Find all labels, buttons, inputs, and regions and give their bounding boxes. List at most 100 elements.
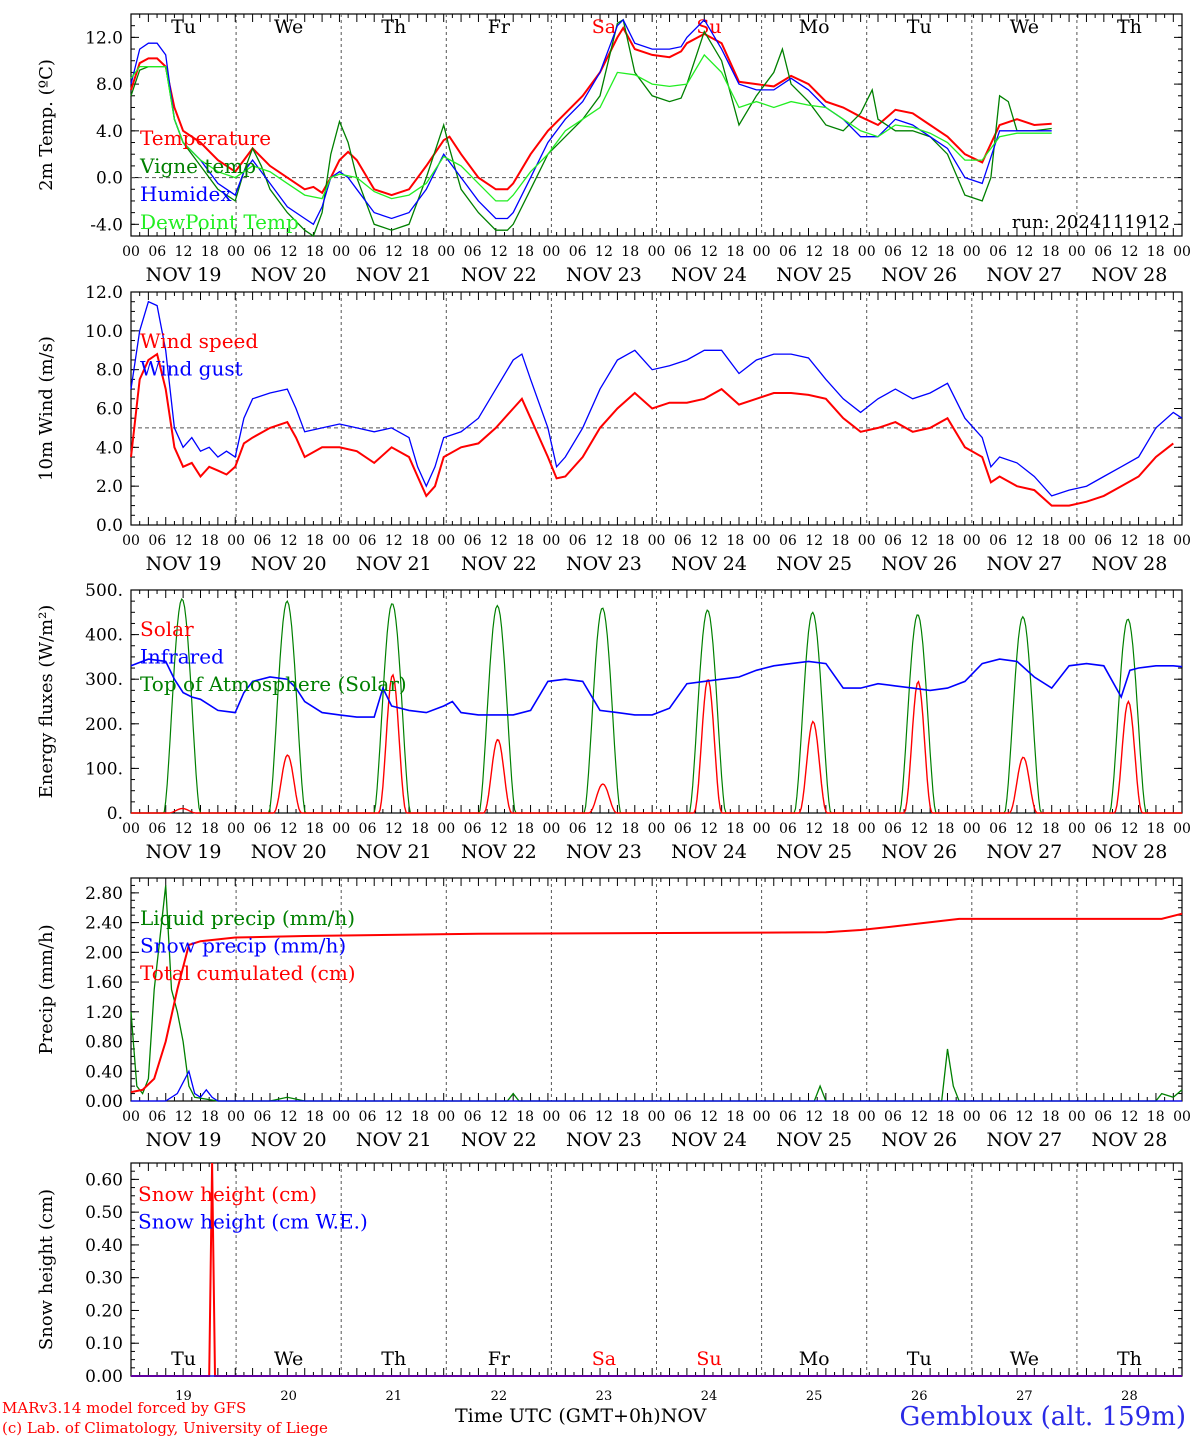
- x-hour-label: 06: [253, 244, 271, 260]
- x-hour-label: 18: [1042, 244, 1060, 260]
- x-day-label: NOV 25: [776, 264, 852, 286]
- y-tick-label: 0.00: [85, 1092, 123, 1112]
- x-day-label: NOV 20: [251, 841, 327, 863]
- x-hour-label: 18: [306, 1109, 324, 1125]
- x-day-label: NOV 22: [461, 264, 537, 286]
- x-hour-label: 18: [937, 533, 955, 549]
- x-hour-label: 12: [385, 244, 403, 260]
- y-tick-label: 0.60: [85, 1170, 123, 1190]
- y-axis-label: Energy fluxes (W/m²): [36, 605, 57, 799]
- x-hour-label: 18: [621, 244, 639, 260]
- x-hour-label: 12: [700, 533, 718, 549]
- legend-entry: Solar: [140, 617, 194, 641]
- y-tick-label: 0.: [107, 804, 123, 824]
- y-tick-label: 12.0: [85, 283, 123, 303]
- series-line-solar: [131, 673, 1182, 814]
- series-line-infrared: [130, 658, 1183, 718]
- x-hour-label: 12: [910, 244, 928, 260]
- x-day-label: NOV 25: [776, 1129, 852, 1151]
- x-hour-label: 12: [1015, 821, 1033, 837]
- x-hour-label: 06: [674, 821, 692, 837]
- x-hour-label: 00: [332, 244, 350, 260]
- x-hour-label: 06: [569, 244, 587, 260]
- weekday-label: Th: [1117, 1348, 1142, 1370]
- y-tick-label: 300.: [85, 670, 123, 690]
- x-hour-label: 06: [1094, 1109, 1112, 1125]
- x-hour-label: 12: [175, 1109, 193, 1125]
- x-hour-label: 00: [648, 244, 666, 260]
- x-axis-title-text: Time UTC (GMT+0h): [455, 1405, 661, 1427]
- x-hour-label: 06: [569, 821, 587, 837]
- x-day-number: 25: [806, 1389, 823, 1404]
- x-hour-label: 18: [937, 244, 955, 260]
- x-hour-label: 12: [595, 821, 613, 837]
- x-hour-label: 18: [726, 244, 744, 260]
- x-day-label: NOV 19: [146, 553, 222, 575]
- x-day-number: 21: [385, 1389, 402, 1404]
- x-hour-label: 06: [464, 244, 482, 260]
- x-hour-label: 06: [884, 244, 902, 260]
- x-hour-label: 00: [437, 244, 455, 260]
- legend-entry: Snow height (cm W.E.): [138, 1210, 368, 1234]
- x-hour-label: 00: [858, 244, 876, 260]
- y-tick-label: 1.20: [85, 1003, 123, 1023]
- x-hour-label: 12: [910, 533, 928, 549]
- plot-frame: [130, 589, 1183, 814]
- x-hour-label: 18: [832, 1109, 850, 1125]
- run-label: run: 2024111912: [1012, 212, 1170, 233]
- panel-precip: 0.00 0.40 0.80 1.20 1.60 2.00 2.40 2.80 Precip (…: [36, 877, 1191, 1151]
- x-hour-label: 06: [359, 1109, 377, 1125]
- legend-entry: Total cumulated (cm): [140, 961, 356, 985]
- x-day-label: NOV 19: [146, 841, 222, 863]
- x-hour-label: 18: [832, 533, 850, 549]
- y-tick-label: 400.: [85, 626, 123, 646]
- weekday-label: Tu: [171, 1348, 196, 1370]
- series-line-wind-speed: [130, 352, 1174, 507]
- x-day-label: NOV 24: [671, 1129, 747, 1151]
- y-tick-label: 0.30: [85, 1269, 123, 1289]
- x-hour-label: 18: [1042, 533, 1060, 549]
- x-hour-label: 18: [1147, 1109, 1165, 1125]
- series-line-wind-gust: [130, 300, 1183, 497]
- x-hour-label: 06: [148, 1109, 166, 1125]
- weekday-label: Mo: [799, 16, 830, 38]
- x-day-label: NOV 27: [986, 841, 1062, 863]
- x-day-label: NOV 21: [356, 553, 432, 575]
- y-tick-label: 0.40: [85, 1236, 123, 1256]
- legend-entry: Vigne temp: [139, 154, 256, 178]
- x-hour-label: 00: [963, 821, 981, 837]
- series-line-liquid-precip-mm-h-: [130, 885, 1183, 1102]
- x-hour-label: 00: [332, 821, 350, 837]
- x-day-label: NOV 25: [776, 841, 852, 863]
- weekday-label: Sa: [592, 1348, 616, 1370]
- x-hour-label: 06: [1094, 533, 1112, 549]
- x-axis-title: Time UTC (GMT+0h)NOV: [455, 1405, 706, 1427]
- y-tick-label: 6.0: [96, 400, 123, 420]
- series-line-total-cumulated-cm-: [130, 912, 1183, 1094]
- x-hour-label: 18: [1042, 1109, 1060, 1125]
- y-tick-label: -4.0: [90, 215, 123, 235]
- model-credit: MARv3.14 model forced by GFS: [2, 1399, 247, 1417]
- x-hour-label: 12: [910, 821, 928, 837]
- x-hour-label: 18: [621, 533, 639, 549]
- x-hour-label: 06: [884, 1109, 902, 1125]
- legend-entry: Humidex: [140, 182, 232, 206]
- x-hour-label: 06: [989, 1109, 1007, 1125]
- x-hour-label: 12: [910, 1109, 928, 1125]
- x-hour-label: 00: [542, 533, 560, 549]
- x-day-number: 27: [1016, 1389, 1033, 1404]
- x-hour-label: 18: [201, 244, 219, 260]
- panel-temp: -4.0 0.0 4.0 8.0 12.0 2m Temp. (ºC) 00 06 12 18 00…: [36, 13, 1191, 286]
- x-day-label: NOV 25: [776, 553, 852, 575]
- x-hour-label: 00: [227, 533, 245, 549]
- x-hour-label: 12: [700, 821, 718, 837]
- y-tick-label: 0.0: [96, 516, 123, 536]
- weekday-label: Tu: [171, 16, 196, 38]
- panel-snow: 0.00 0.10 0.20 0.30 0.40 0.50 0.60 Snow height …: [36, 1162, 1183, 1404]
- x-hour-label: 00: [437, 533, 455, 549]
- x-hour-label: 06: [1094, 244, 1112, 260]
- x-hour-label: 06: [253, 533, 271, 549]
- x-hour-label: 12: [1015, 1109, 1033, 1125]
- weekday-label: We: [274, 16, 303, 38]
- legend-entry: Snow precip (mm/h): [140, 934, 346, 958]
